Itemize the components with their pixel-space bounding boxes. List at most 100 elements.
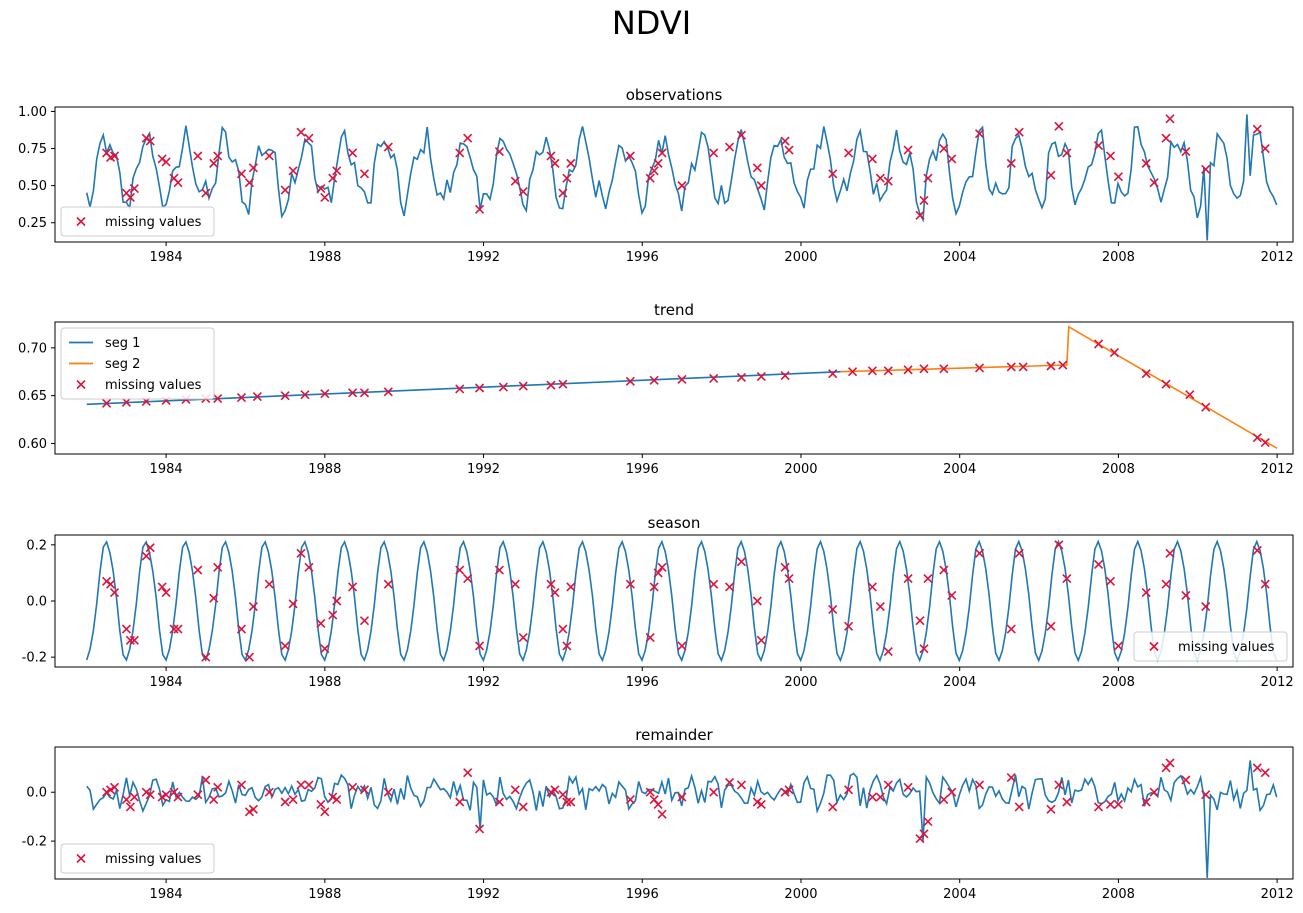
missing-value-marker bbox=[903, 145, 913, 155]
missing-value-marker bbox=[455, 797, 465, 807]
x-tick-label: 1996 bbox=[626, 250, 659, 265]
missing-value-marker bbox=[653, 158, 663, 168]
missing-value-marker bbox=[1006, 362, 1016, 372]
subplot-trend: trend 1984 1988 1992 1996 2000 2004 2008 2012 0.6… bbox=[18, 301, 1294, 477]
missing-value-marker bbox=[348, 782, 358, 792]
y-tick-label: -0.2 bbox=[22, 651, 47, 666]
missing-value-marker bbox=[320, 192, 330, 203]
axes-frame bbox=[54, 746, 1294, 880]
y-tick-label: 0.0 bbox=[26, 595, 47, 610]
missing-value-marker bbox=[161, 157, 171, 167]
missing-value-marker bbox=[1058, 360, 1068, 370]
missing-value-marker bbox=[157, 582, 167, 592]
missing-value-marker bbox=[645, 632, 655, 643]
missing-value-marker bbox=[947, 787, 957, 797]
legend-label: missing values bbox=[105, 852, 202, 867]
x-tick-label: 2012 bbox=[1261, 250, 1294, 265]
missing-value-marker bbox=[201, 775, 211, 785]
missing-value-marker bbox=[316, 799, 326, 810]
missing-value-marker bbox=[248, 602, 258, 612]
missing-value-marker bbox=[784, 785, 794, 795]
x-tick-label: 1992 bbox=[467, 462, 500, 477]
missing-value-marker bbox=[109, 588, 120, 598]
missing-value-marker bbox=[264, 787, 274, 797]
missing-value-marker bbox=[709, 373, 719, 384]
x-tick-label: 2008 bbox=[1102, 250, 1135, 265]
missing-value-marker bbox=[780, 136, 790, 146]
missing-value-marker bbox=[383, 579, 393, 589]
missing-value-marker bbox=[875, 792, 885, 802]
missing-value-marker bbox=[625, 151, 635, 161]
missing-value-marker bbox=[724, 777, 735, 788]
missing-value-marker bbox=[494, 146, 504, 157]
missing-value-marker bbox=[923, 173, 933, 183]
missing-value-marker bbox=[494, 565, 504, 575]
missing-value-marker bbox=[288, 794, 298, 805]
missing-value-marker bbox=[236, 780, 247, 790]
missing-value-marker bbox=[1062, 573, 1072, 584]
missing-value-marker bbox=[201, 188, 211, 198]
plot-area bbox=[86, 758, 1278, 878]
legend-box bbox=[1133, 631, 1288, 662]
missing-value-marker bbox=[304, 780, 314, 790]
missing-value-marker bbox=[264, 579, 274, 589]
missing-value-marker bbox=[193, 151, 203, 161]
series-line bbox=[85, 539, 1278, 663]
missing-value-marker bbox=[332, 166, 342, 176]
missing-value-marker bbox=[193, 790, 203, 800]
x-tick-label: 2000 bbox=[784, 675, 817, 690]
missing-value-marker bbox=[562, 797, 572, 807]
x-tick-label: 1988 bbox=[308, 887, 341, 902]
missing-value-marker bbox=[1094, 802, 1104, 812]
missing-value-marker bbox=[1185, 390, 1195, 400]
missing-value-marker bbox=[645, 787, 655, 797]
missing-value-marker bbox=[625, 794, 635, 805]
missing-value-marker bbox=[657, 562, 667, 572]
missing-value-marker bbox=[1094, 559, 1104, 570]
missing-value-marker bbox=[109, 782, 120, 792]
missing-value-marker bbox=[1046, 361, 1056, 371]
x-tick-label: 1996 bbox=[626, 462, 659, 477]
missing-value-marker bbox=[1113, 641, 1123, 651]
missing-value-marker bbox=[236, 169, 247, 179]
missing-value-marker bbox=[1113, 799, 1123, 810]
missing-value-marker bbox=[709, 787, 719, 797]
missing-value-marker bbox=[518, 186, 528, 197]
missing-value-marker bbox=[209, 158, 219, 168]
y-tick-label: 0.75 bbox=[18, 142, 47, 157]
missing-value-marker bbox=[1165, 114, 1175, 124]
missing-value-marker bbox=[1105, 576, 1116, 586]
missing-value-marker bbox=[209, 593, 219, 603]
legend-label: seg 2 bbox=[105, 357, 140, 372]
missing-value-marker bbox=[1141, 369, 1151, 379]
missing-value-marker bbox=[784, 573, 794, 584]
missing-value-marker bbox=[475, 824, 485, 834]
missing-value-marker bbox=[677, 792, 687, 802]
missing-value-marker bbox=[558, 624, 568, 634]
y-tick-label: 0.50 bbox=[18, 179, 47, 194]
missing-value-marker bbox=[244, 178, 254, 188]
missing-value-marker bbox=[518, 632, 528, 643]
missing-value-marker bbox=[320, 389, 330, 399]
y-tick-label: -0.2 bbox=[22, 835, 47, 850]
missing-value-marker bbox=[1054, 121, 1064, 131]
missing-value-marker bbox=[558, 188, 568, 198]
missing-value-marker bbox=[455, 384, 465, 394]
missing-value-marker bbox=[383, 387, 393, 397]
legend-marker-missing bbox=[76, 216, 86, 227]
missing-value-marker bbox=[332, 596, 342, 606]
missing-value-marker bbox=[875, 173, 885, 183]
missing-value-marker bbox=[625, 579, 635, 589]
missing-value-marker bbox=[939, 794, 949, 805]
plot-area bbox=[86, 325, 1278, 449]
legend-marker-missing bbox=[1149, 641, 1159, 652]
missing-value-marker bbox=[121, 624, 131, 634]
missing-value-marker bbox=[213, 562, 223, 572]
missing-value-marker bbox=[213, 782, 223, 792]
missing-value-marker bbox=[1018, 362, 1028, 372]
missing-value-marker bbox=[1113, 172, 1123, 182]
missing-value-marker bbox=[867, 792, 877, 802]
missing-value-marker bbox=[494, 797, 504, 807]
missing-value-marker bbox=[867, 154, 877, 164]
